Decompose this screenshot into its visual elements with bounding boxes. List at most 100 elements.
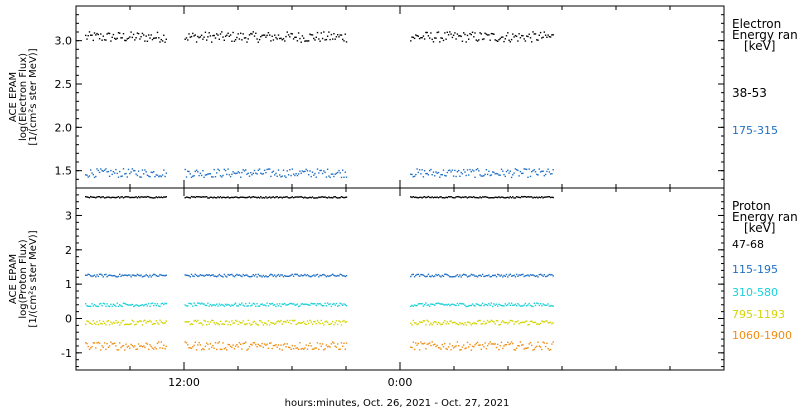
proton-data-point (469, 322, 471, 324)
proton-data-point (304, 273, 306, 276)
electron-data-point (204, 31, 207, 33)
proton-data-point (242, 320, 244, 322)
proton-data-point (188, 302, 190, 304)
proton-data-point (541, 348, 543, 351)
proton-data-point (240, 304, 242, 306)
electron-data-point (534, 171, 537, 173)
proton-data-point (214, 323, 217, 326)
electron-data-point (124, 173, 126, 175)
electron-data-point (316, 168, 319, 170)
electron-data-point (527, 176, 529, 178)
proton-data-point (534, 304, 537, 307)
proton-data-point (547, 196, 549, 198)
proton-data-point (217, 342, 219, 344)
electron-data-point (236, 36, 238, 39)
proton-data-point (269, 324, 271, 326)
electron-data-point (507, 169, 509, 171)
proton-data-point (304, 347, 306, 349)
proton-data-point (434, 196, 436, 198)
electron-data-point (150, 171, 152, 173)
electron-data-point (417, 35, 419, 37)
electron-data-point (194, 34, 196, 36)
electron-data-point (485, 169, 488, 171)
electron-data-point (271, 171, 273, 173)
proton-data-point (421, 197, 423, 199)
proton-data-point (102, 196, 104, 198)
proton-data-point (256, 323, 258, 326)
proton-data-point (271, 274, 273, 276)
electron-legend-title-line: Energy ran (732, 28, 798, 42)
proton-data-point (521, 305, 523, 307)
proton-data-point (456, 302, 459, 305)
proton-data-point (200, 322, 203, 325)
electron-data-point (466, 34, 469, 37)
proton-data-point (129, 304, 131, 306)
electron-data-point (149, 176, 151, 178)
electron-data-point (415, 173, 417, 176)
proton-data-point (337, 197, 339, 199)
proton-data-point (493, 343, 495, 345)
proton-data-point (528, 275, 530, 277)
proton-data-point (194, 304, 196, 306)
electron-ylabel-line: [1/(cm²s ster MeV)] (28, 48, 39, 145)
proton-data-point (338, 320, 340, 322)
proton-data-point (418, 196, 421, 199)
proton-data-point (518, 274, 520, 276)
proton-data-point (340, 274, 343, 276)
electron-data-point (250, 172, 252, 174)
electron-data-point (463, 169, 465, 171)
proton-data-point (329, 197, 331, 199)
electron-data-point (529, 37, 532, 39)
electron-data-point (282, 169, 285, 171)
electron-data-point (321, 172, 324, 175)
proton-data-point (306, 304, 309, 306)
electron-data-point (111, 36, 113, 38)
electron-data-point (541, 170, 543, 172)
proton-data-point (485, 303, 488, 306)
electron-data-point (497, 40, 499, 42)
proton-data-point (125, 323, 127, 325)
proton-data-point (434, 304, 436, 306)
proton-data-point (292, 303, 295, 305)
proton-legend-entry: 310-580 (732, 286, 778, 299)
electron-data-point (413, 175, 416, 177)
electron-data-point (471, 31, 474, 33)
proton-data-point (450, 303, 452, 306)
electron-data-point (292, 173, 295, 175)
electron-data-point (542, 170, 544, 172)
proton-data-point (473, 304, 475, 307)
proton-data-point (105, 305, 107, 307)
proton-data-point (432, 303, 435, 306)
proton-data-point (490, 302, 493, 304)
proton-data-point (190, 323, 193, 325)
proton-data-point (311, 196, 314, 198)
electron-data-point (499, 37, 501, 40)
electron-data-point (290, 32, 292, 35)
proton-data-point (245, 302, 247, 305)
proton-data-point (449, 276, 451, 278)
proton-data-point (437, 197, 440, 199)
proton-data-point (459, 349, 461, 351)
proton-data-point (130, 196, 132, 199)
proton-data-point (498, 324, 500, 326)
electron-data-point (217, 34, 219, 36)
proton-legend-entry: 47-68 (732, 238, 764, 251)
proton-data-point (446, 196, 448, 199)
proton-data-point (227, 273, 229, 276)
proton-data-point (432, 197, 435, 199)
electron-data-point (299, 170, 301, 172)
proton-data-point (277, 197, 280, 199)
proton-data-point (445, 303, 447, 306)
proton-data-point (421, 274, 423, 276)
proton-data-point (226, 276, 228, 278)
proton-data-point (303, 197, 305, 199)
proton-data-point (115, 275, 117, 278)
proton-data-point (508, 321, 510, 323)
proton-data-point (165, 345, 167, 348)
electron-data-point (185, 176, 188, 178)
proton-data-point (284, 343, 286, 345)
electron-data-point (272, 170, 275, 172)
proton-data-point (479, 319, 481, 322)
proton-data-point (292, 275, 295, 277)
electron-data-point (432, 171, 435, 173)
